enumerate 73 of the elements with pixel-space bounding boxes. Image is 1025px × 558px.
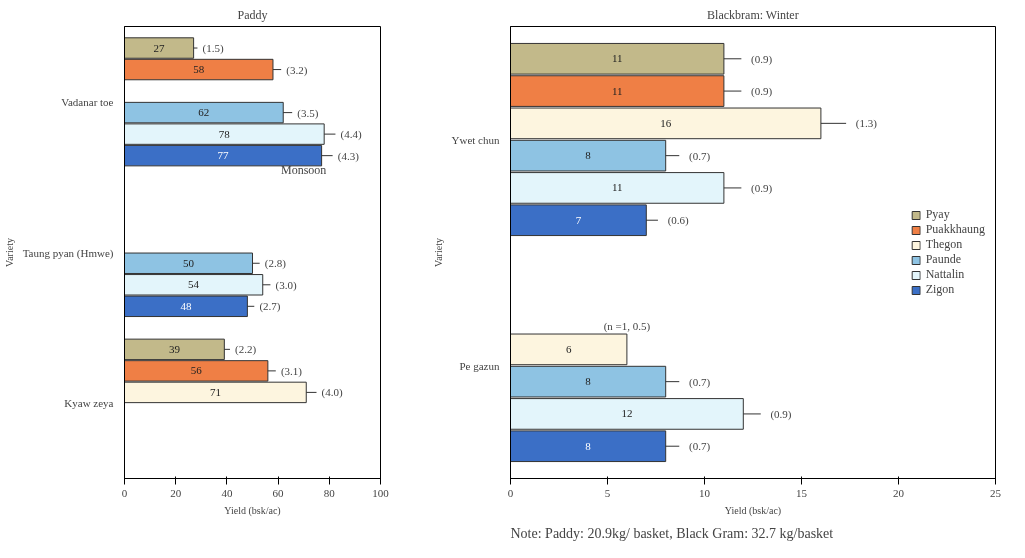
annotation: (0.6): [667, 214, 690, 228]
x-tick-label: 5: [604, 486, 611, 499]
annotation: (0.7): [688, 440, 711, 454]
x-tick-label: 25: [990, 486, 1002, 499]
data-label: 78: [218, 127, 231, 140]
text: Monsoon: [281, 163, 327, 178]
x-tick-label: 60: [272, 486, 285, 499]
data-label: 27: [153, 41, 166, 54]
y-tick-label: Kyaw zeya: [64, 397, 114, 410]
data-label: 39: [168, 342, 181, 355]
annotation: (2.2): [235, 343, 257, 357]
annotation: (2.7): [259, 300, 281, 314]
annotation: (0.7): [688, 149, 711, 163]
x-tick-label: 10: [699, 486, 711, 499]
annotation: (3.1): [280, 364, 303, 378]
x-tick-label: 20: [893, 486, 905, 499]
x-tick-label: 20: [170, 486, 182, 499]
annotation: (4.0): [321, 386, 344, 400]
annotation: (3.5): [297, 106, 319, 120]
annotation: (3.0): [275, 278, 297, 292]
annotation: (0.7): [688, 375, 711, 389]
x-tick-label: 0: [507, 486, 514, 499]
legend-label: Thegon: [925, 237, 963, 252]
y-tick-label: Pe gazun: [459, 359, 500, 372]
annotation: (n =1, 0.5): [603, 319, 651, 333]
x-tick-label: 80: [323, 486, 336, 499]
data-label: 11: [611, 181, 623, 194]
text: Note: Paddy: 20.9kg/ basket, Black Gram: 32.7 kg/basket: [510, 525, 834, 541]
data-label: 71: [209, 385, 221, 398]
data-label: 6: [565, 342, 572, 355]
x-axis-title: Yield (bsk/ac): [224, 504, 281, 517]
data-label: 8: [585, 375, 592, 388]
data-label: 8: [585, 149, 592, 162]
data-label: 16: [660, 116, 672, 129]
legend-label: Paunde: [925, 252, 961, 267]
annotation: (0.9): [751, 52, 773, 66]
x-tick-label: 100: [372, 486, 390, 499]
annotation: (0.9): [751, 181, 773, 195]
annotation: (4.3): [337, 149, 360, 163]
annotation: (0.9): [770, 407, 792, 421]
y-tick-label: Vadanar toe: [61, 95, 114, 108]
data-label: 58: [193, 63, 205, 76]
y-tick-label: Ywet chun: [451, 133, 500, 146]
data-label: 77: [217, 149, 230, 162]
data-label: 12: [621, 407, 633, 420]
data-label: 48: [180, 299, 192, 312]
x-tick-label: 40: [221, 486, 233, 499]
data-label: 8: [585, 439, 592, 452]
annotation: (1.5): [202, 42, 224, 56]
chart-title: Blackbram: Winter: [707, 7, 799, 22]
data-label: 50: [183, 256, 195, 269]
data-label: 62: [198, 106, 210, 119]
data-label: 11: [611, 84, 623, 97]
y-axis-title: Variety: [3, 238, 15, 267]
data-label: 56: [190, 364, 203, 377]
x-tick-label: 15: [796, 486, 808, 499]
data-label: 54: [188, 278, 200, 291]
legend-label: Puakkhaung: [925, 222, 985, 237]
annotation: (4.4): [340, 128, 362, 142]
data-label: 7: [575, 213, 582, 226]
legend-label: Zigon: [925, 282, 955, 297]
y-tick-label: Taung pyan (Hmwe): [22, 246, 114, 260]
annotation: (0.9): [751, 85, 773, 99]
x-tick-label: 0: [121, 486, 128, 499]
data-label: 11: [611, 52, 623, 65]
annotation: (2.8): [264, 257, 287, 271]
x-axis-title: Yield (bsk/ac): [724, 504, 782, 517]
annotation: (3.2): [286, 63, 308, 77]
chart-title: Paddy: [237, 7, 268, 22]
legend-label: Pyay: [925, 207, 950, 222]
y-axis-title: Variety: [432, 238, 444, 267]
legend-label: Nattalin: [925, 267, 965, 282]
annotation: (1.3): [855, 117, 878, 131]
